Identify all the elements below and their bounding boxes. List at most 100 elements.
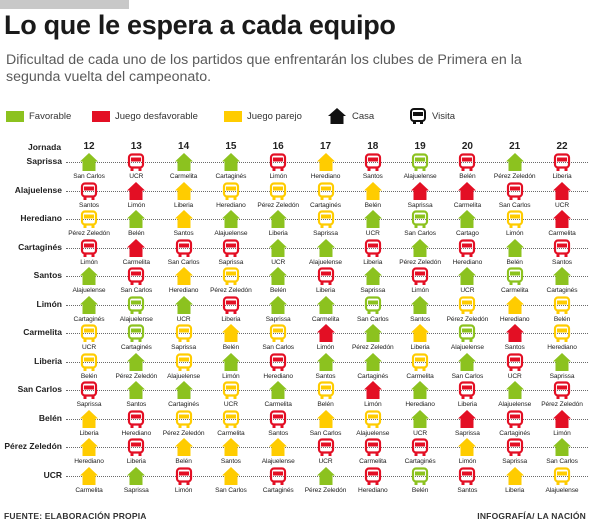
match-cell: Alajuelense: [390, 153, 450, 183]
opponent-label: UCR: [82, 344, 96, 351]
match-cell: UCR: [532, 181, 592, 212]
bus-icon: [506, 210, 523, 228]
house-icon: [316, 352, 335, 371]
match-cell: Saprissa: [437, 409, 497, 440]
opponent-label: UCR: [176, 315, 191, 323]
match-cell: Herediano: [106, 409, 166, 440]
match-cell: Santos: [296, 352, 356, 383]
team-label: Limón: [36, 298, 63, 309]
bus-icon: [553, 153, 571, 171]
match-cell: Belén: [106, 210, 166, 240]
bus-icon: [175, 409, 192, 428]
bus-icon: [222, 267, 239, 285]
opponent-label: Belén: [270, 287, 287, 294]
opponent-label: Limón: [127, 201, 146, 209]
opponent-label: Pérez Zeledón: [541, 401, 583, 408]
house-icon: [174, 295, 193, 314]
match-cell: Saprissa: [154, 324, 214, 354]
match-cell: Liberia: [485, 466, 545, 497]
match-cell: Alajuelense: [532, 466, 592, 497]
opponent-label: UCR: [271, 258, 286, 266]
opponent-label: Belén: [80, 372, 98, 380]
bus-icon: [411, 352, 429, 371]
bus-icon: [553, 238, 571, 257]
opponent-label: Cartaginés: [404, 458, 436, 465]
match-cell: San Carlos: [248, 324, 308, 354]
opponent-label: Belén: [175, 458, 192, 465]
bus-icon: [553, 295, 571, 314]
opponent-label: Liberia: [457, 401, 477, 408]
house-icon: [80, 438, 98, 456]
opponent-label: Santos: [268, 429, 289, 437]
jornada-header: Jornada: [28, 142, 62, 152]
opponent-label: Liberia: [221, 315, 241, 323]
match-cell: Carmelita: [485, 267, 545, 297]
opponent-label: Cartaginés: [168, 401, 200, 408]
match-cell: Carmelita: [296, 295, 356, 326]
match-cell: San Carlos: [343, 295, 403, 326]
match-cell: Alajuelense: [485, 381, 545, 411]
opponent-label: Alajuelense: [261, 458, 295, 465]
opponent-label: Carmelita: [122, 258, 150, 266]
opponent-label: San Carlos: [120, 287, 153, 294]
match-cell: Saprissa: [390, 181, 450, 212]
house-icon: [269, 210, 288, 228]
team-label: Liberia: [34, 355, 62, 366]
jornada-number: 19: [414, 141, 426, 152]
match-cell: Santos: [248, 409, 308, 440]
opponent-label: Carmelita: [406, 372, 434, 380]
bus-icon: [459, 153, 476, 171]
house-icon: [174, 153, 193, 171]
match-cell: Liberia: [248, 210, 308, 240]
match-cell: Cartaginés: [59, 295, 119, 326]
match-cell: Pérez Zeledón: [201, 267, 261, 297]
opponent-label: Saprissa: [313, 230, 338, 237]
opponent-label: San Carlos: [404, 230, 436, 237]
house-icon: [505, 324, 524, 342]
match-cell: Cartago: [437, 210, 497, 240]
bus-icon: [270, 409, 287, 428]
match-cell: Belén: [343, 181, 403, 212]
match-cell: Pérez Zeledón: [532, 381, 592, 411]
opponent-label: UCR: [555, 201, 569, 209]
bus-icon: [506, 438, 523, 456]
match-cell: San Carlos: [390, 210, 450, 240]
match-cell: Liberia: [296, 267, 356, 297]
match-cell: Pérez Zeledón: [59, 210, 119, 240]
bus-icon: [128, 409, 145, 428]
match-cell: Pérez Zeledón: [437, 295, 497, 326]
bus-icon: [317, 267, 334, 285]
match-cell: Herediano: [296, 153, 356, 183]
house-icon: [316, 153, 335, 171]
match-cell: Cartaginés: [248, 466, 308, 497]
opponent-label: Herediano: [499, 315, 530, 323]
match-cell: Limón: [532, 409, 592, 440]
opponent-label: Carmelita: [264, 401, 292, 408]
match-cell: Santos: [437, 466, 497, 497]
opponent-label: Liberia: [552, 173, 572, 180]
match-cell: UCR: [296, 438, 356, 468]
legend-unfavorable: Juego desfavorable: [92, 108, 198, 124]
match-cell: UCR: [437, 267, 497, 297]
match-cell: Cartaginés: [485, 409, 545, 440]
opponent-label: San Carlos: [262, 344, 294, 351]
team-label: Santos: [33, 270, 62, 280]
opponent-label: Limón: [80, 258, 98, 266]
match-cell: San Carlos: [201, 466, 261, 497]
opponent-label: Belén: [553, 315, 571, 323]
bus-icon: [175, 466, 192, 485]
bus-icon: [270, 153, 287, 171]
match-cell: Belén: [154, 438, 214, 468]
house-icon: [316, 409, 335, 428]
bus-icon: [175, 238, 192, 257]
bus-icon: [410, 108, 426, 124]
row-dotted-line: [66, 190, 588, 192]
house-icon: [269, 381, 288, 399]
bus-icon: [80, 210, 98, 228]
match-cell: Santos: [106, 381, 166, 411]
bus-icon: [128, 267, 145, 285]
match-cell: San Carlos: [59, 153, 119, 183]
match-cell: San Carlos: [296, 409, 356, 440]
match-cell: Limón: [390, 267, 450, 297]
